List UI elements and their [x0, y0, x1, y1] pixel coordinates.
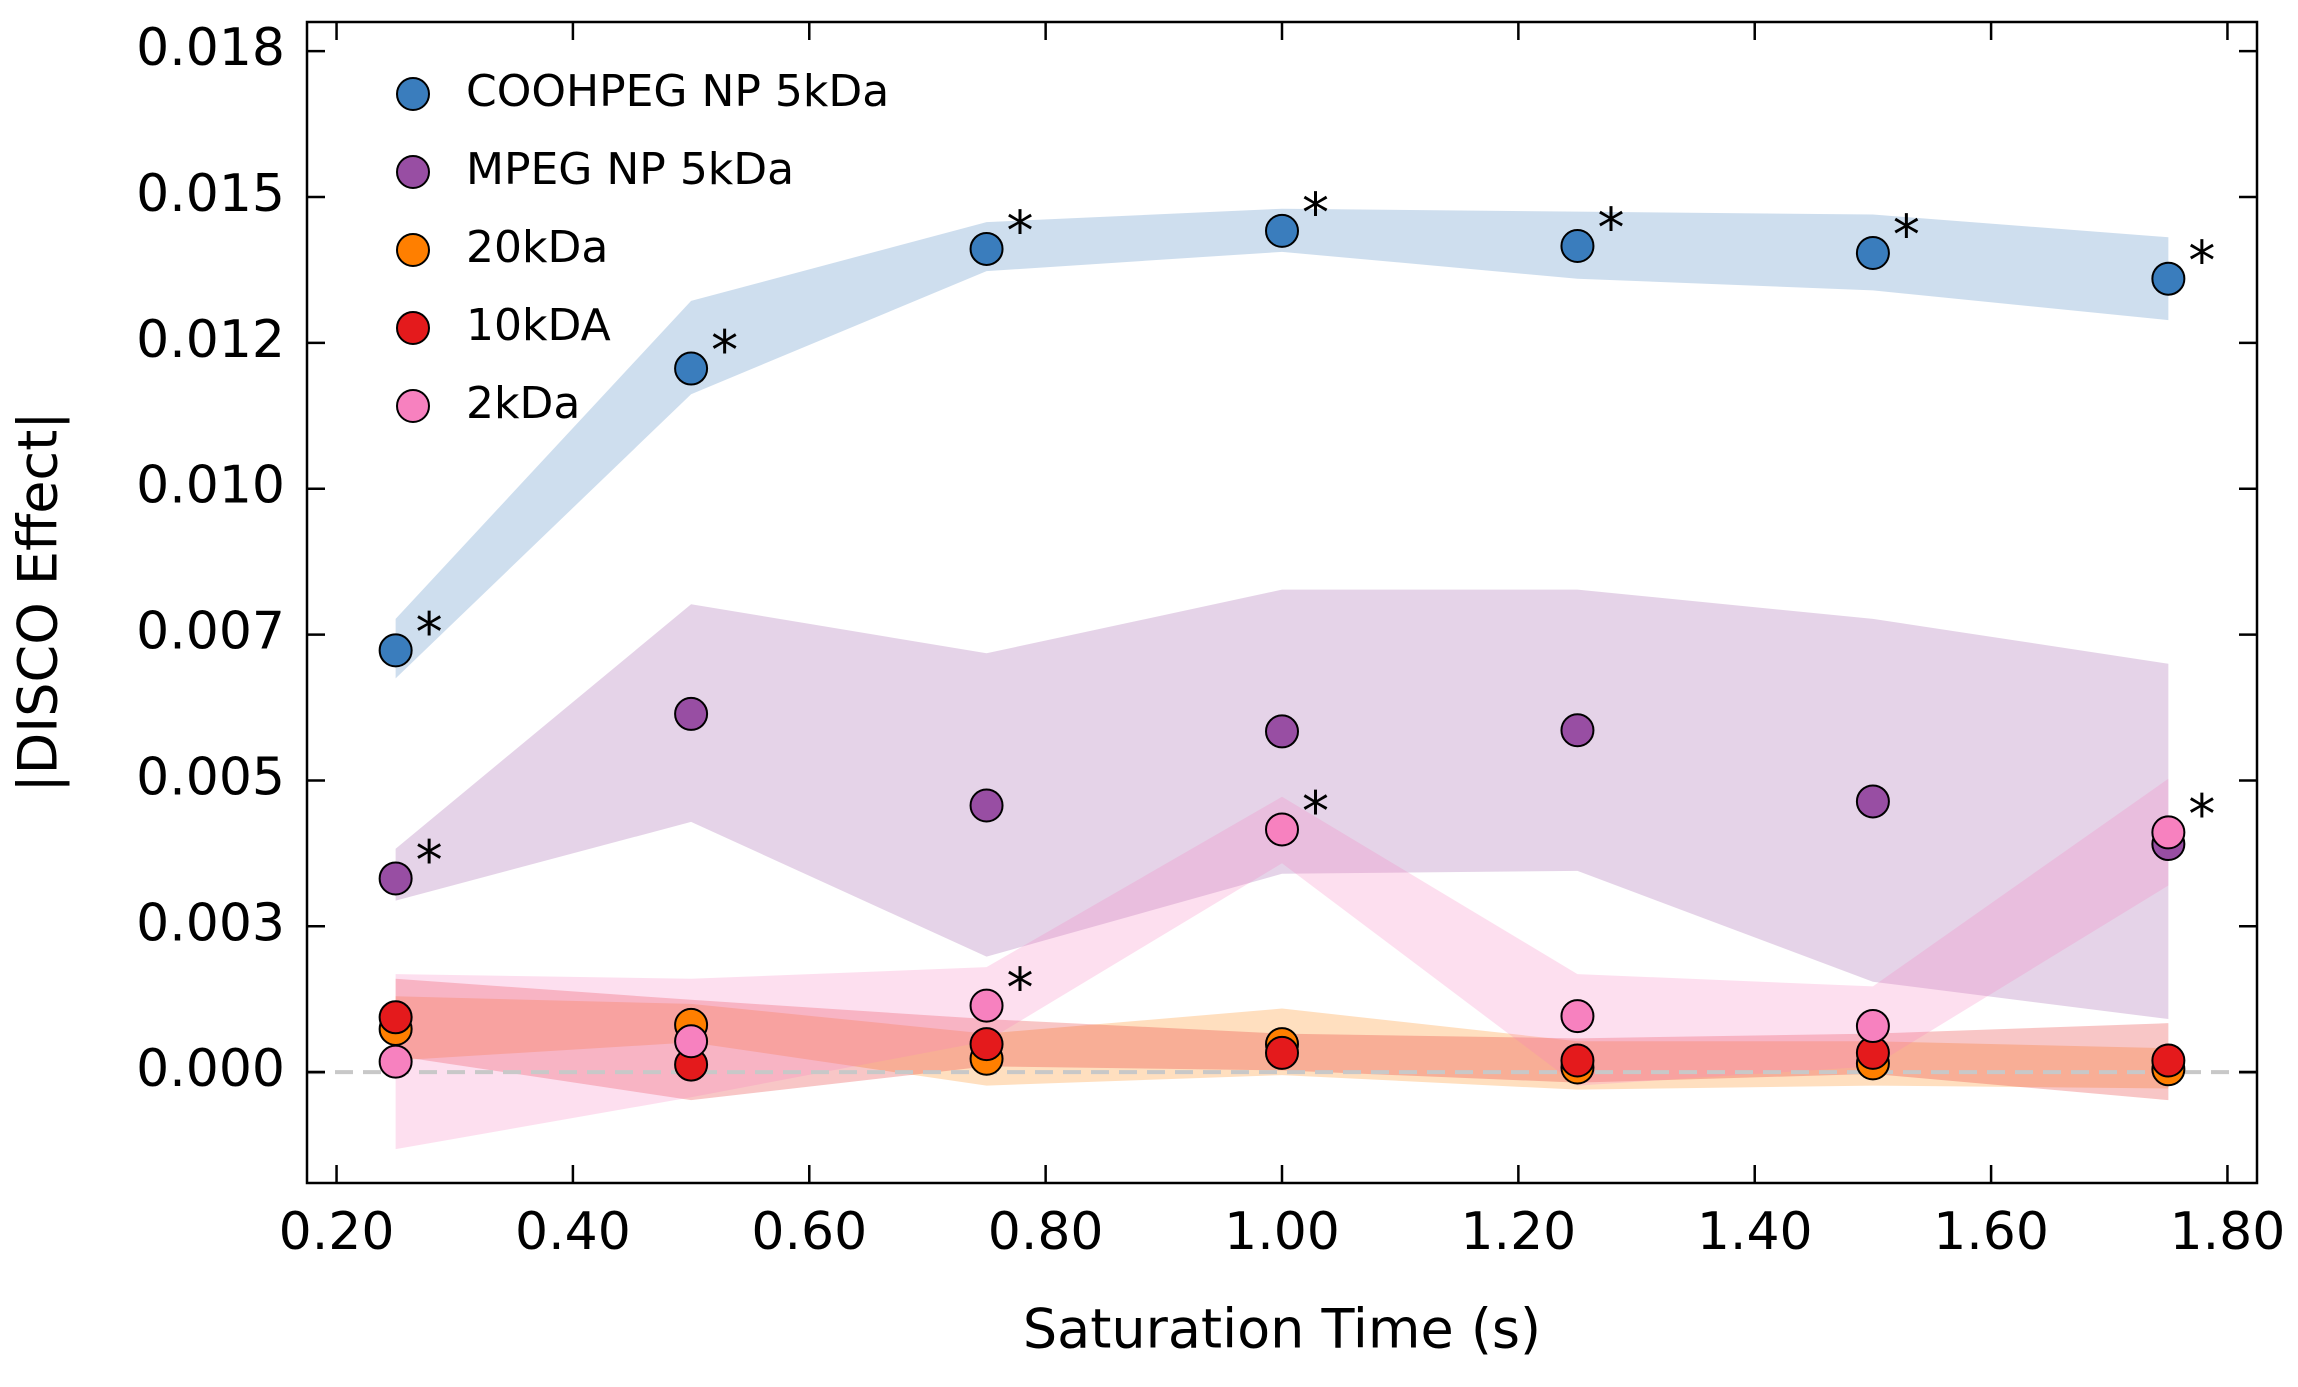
legend-label: MPEG NP 5kDa	[466, 144, 794, 195]
x-tick-label: 1.80	[2170, 1202, 2286, 1262]
y-tick-label: 0.010	[136, 456, 285, 516]
point	[1855, 784, 1890, 819]
point	[1855, 1009, 1890, 1044]
point	[378, 1044, 413, 1079]
annotation: *	[2188, 783, 2215, 846]
y-tick-label: 0.000	[136, 1039, 285, 1099]
point	[2151, 261, 2186, 296]
y-tick-label: 0.007	[136, 602, 285, 662]
annotation: *	[416, 829, 443, 892]
point	[378, 633, 413, 668]
legend-marker	[396, 311, 430, 345]
legend-label: 10kDA	[466, 300, 611, 351]
point	[969, 788, 1004, 823]
x-tick-label: 1.20	[1460, 1202, 1576, 1262]
point	[378, 1000, 413, 1035]
x-axis-label: Saturation Time (s)	[1023, 1298, 1541, 1361]
point	[1855, 236, 1890, 271]
x-tick-label: 0.40	[515, 1202, 631, 1262]
point	[969, 231, 1004, 266]
annotation: *	[2188, 229, 2215, 292]
x-tick-label: 0.60	[751, 1202, 867, 1262]
point	[1265, 1035, 1299, 1070]
point	[1560, 1043, 1595, 1078]
point	[1560, 229, 1595, 264]
point	[1560, 999, 1595, 1034]
annotation: *	[1007, 956, 1034, 1019]
point	[1265, 812, 1299, 847]
point	[1560, 713, 1595, 748]
annotation: *	[1893, 204, 1920, 267]
legend-label: 2kDa	[466, 378, 580, 429]
y-tick-label: 0.005	[136, 747, 285, 807]
annotation: *	[1597, 197, 1624, 260]
x-tick-label: 0.80	[988, 1202, 1104, 1262]
y-tick-label: 0.018	[136, 18, 285, 78]
legend-marker	[396, 77, 430, 111]
annotation: *	[1302, 182, 1329, 245]
point	[2151, 1043, 2186, 1078]
legend-marker	[396, 155, 430, 189]
point	[378, 861, 413, 896]
point	[969, 988, 1004, 1023]
annotation: *	[416, 601, 443, 664]
point	[969, 1027, 1004, 1062]
annotation: *	[1302, 780, 1329, 843]
x-tick-label: 1.60	[1933, 1202, 2049, 1262]
x-tick-label: 1.40	[1697, 1202, 1813, 1262]
legend-marker	[396, 233, 430, 267]
y-tick-label: 0.012	[136, 310, 285, 370]
legend-label: COOHPEG NP 5kDa	[466, 66, 889, 117]
y-tick-label: 0.003	[136, 893, 285, 953]
legend-label: 20kDa	[466, 222, 608, 273]
y-axis-label: |DISCO Effect|	[7, 412, 70, 793]
annotation: *	[711, 319, 738, 382]
point	[2151, 815, 2186, 850]
band	[395, 778, 2169, 1150]
point	[674, 351, 709, 386]
point	[674, 1024, 709, 1059]
point	[1265, 213, 1299, 248]
point	[674, 696, 709, 731]
point	[1265, 714, 1299, 749]
annotation: *	[1007, 200, 1034, 263]
band	[395, 208, 2169, 679]
legend-marker	[396, 389, 430, 423]
band	[395, 589, 2169, 1020]
y-tick-label: 0.015	[136, 164, 285, 224]
x-tick-label: 0.20	[279, 1202, 395, 1262]
x-tick-label: 1.00	[1224, 1202, 1340, 1262]
